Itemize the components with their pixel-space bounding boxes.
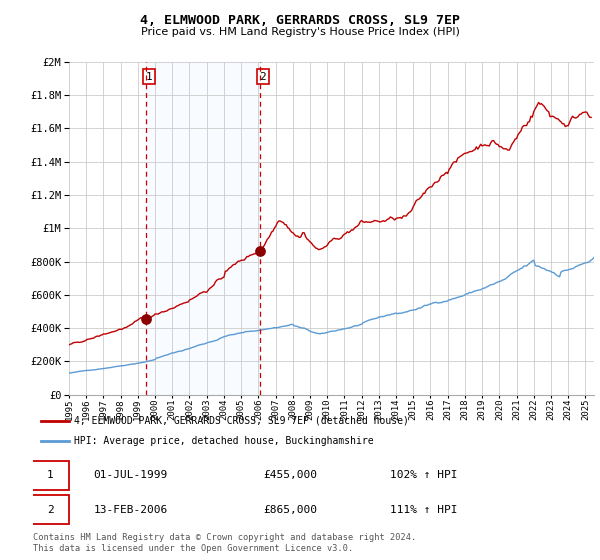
- Text: Contains HM Land Registry data © Crown copyright and database right 2024.
This d: Contains HM Land Registry data © Crown c…: [33, 533, 416, 553]
- FancyBboxPatch shape: [32, 495, 69, 524]
- Text: 01-JUL-1999: 01-JUL-1999: [94, 470, 167, 480]
- Bar: [146, 62, 260, 395]
- Text: £865,000: £865,000: [263, 505, 317, 515]
- Text: 111% ↑ HPI: 111% ↑ HPI: [390, 505, 457, 515]
- Text: 13-FEB-2006: 13-FEB-2006: [94, 505, 167, 515]
- Point: [142, 315, 151, 324]
- FancyBboxPatch shape: [32, 461, 69, 490]
- Text: 102% ↑ HPI: 102% ↑ HPI: [390, 470, 457, 480]
- Text: HPI: Average price, detached house, Buckinghamshire: HPI: Average price, detached house, Buck…: [74, 436, 374, 446]
- Text: 2: 2: [260, 72, 266, 82]
- Text: 1: 1: [47, 470, 54, 480]
- Text: 4, ELMWOOD PARK, GERRARDS CROSS, SL9 7EP (detached house): 4, ELMWOOD PARK, GERRARDS CROSS, SL9 7EP…: [74, 416, 409, 426]
- Text: 4, ELMWOOD PARK, GERRARDS CROSS, SL9 7EP: 4, ELMWOOD PARK, GERRARDS CROSS, SL9 7EP: [140, 14, 460, 27]
- Text: Price paid vs. HM Land Registry's House Price Index (HPI): Price paid vs. HM Land Registry's House …: [140, 27, 460, 37]
- Text: £455,000: £455,000: [263, 470, 317, 480]
- Point: [256, 246, 265, 255]
- Text: 1: 1: [146, 72, 152, 82]
- Text: 2: 2: [47, 505, 54, 515]
